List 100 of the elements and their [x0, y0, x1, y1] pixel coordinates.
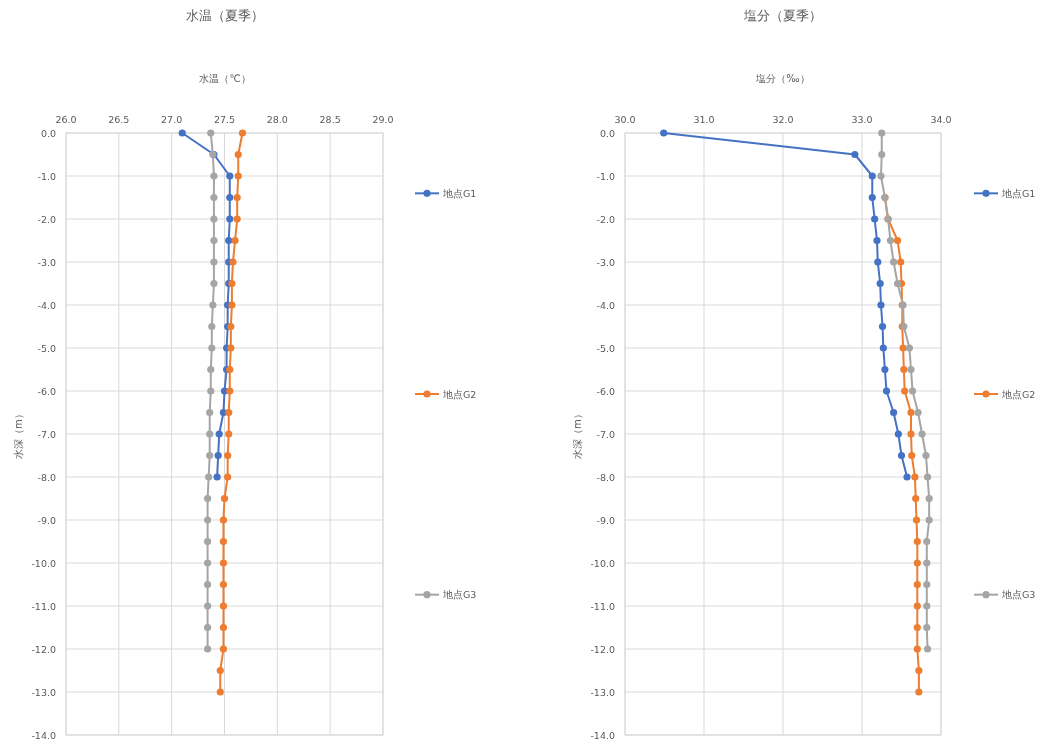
point: [210, 172, 218, 180]
point: [178, 129, 186, 137]
point: [220, 494, 229, 503]
point: [890, 258, 898, 266]
point: [912, 516, 921, 524]
x-tick-label: 32.0: [772, 114, 794, 125]
point: [229, 258, 237, 266]
point: [871, 215, 879, 223]
point: [878, 322, 887, 331]
point: [851, 150, 859, 159]
point: [897, 451, 906, 460]
x-tick-label: 33.0: [851, 114, 873, 125]
x-tick-label: 28.0: [266, 114, 288, 125]
point: [228, 301, 236, 309]
legend-label: 地点G3: [442, 589, 477, 601]
y-tick-label: -4.0: [596, 299, 615, 311]
point: [882, 387, 891, 395]
point: [899, 344, 907, 352]
point: [207, 129, 215, 137]
point: [210, 258, 218, 266]
point: [219, 537, 228, 546]
y-tick-label: -13.0: [590, 686, 615, 698]
point: [206, 408, 214, 417]
legend-label: 地点G1: [1001, 187, 1036, 199]
point: [210, 215, 218, 223]
y-tick-label: -6.0: [37, 385, 56, 397]
point: [219, 580, 228, 589]
point: [210, 193, 218, 202]
point: [206, 430, 214, 438]
point: [923, 623, 931, 632]
point: [876, 279, 884, 288]
y-tick-label: -7.0: [596, 428, 615, 440]
y-tick-label: -2.0: [596, 213, 615, 225]
point: [913, 602, 921, 610]
point: [913, 559, 921, 567]
chart-title: 水温（夏季）: [186, 8, 264, 23]
point: [226, 172, 234, 180]
point: [226, 193, 234, 202]
point: [907, 430, 915, 438]
point: [923, 645, 932, 653]
point: [219, 516, 228, 524]
x-tick-label: 34.0: [930, 114, 952, 125]
y-tick-label: -8.0: [596, 471, 615, 483]
point: [907, 408, 915, 417]
y-tick-label: -3.0: [596, 256, 615, 268]
point: [210, 279, 218, 288]
point: [234, 172, 242, 180]
point: [912, 494, 920, 503]
point: [203, 494, 212, 503]
legend-label: 地点G2: [442, 388, 477, 400]
x-tick-label: 26.0: [55, 114, 77, 125]
point: [203, 559, 212, 567]
point: [913, 537, 921, 546]
point: [923, 473, 932, 481]
legend-label: 地点G1: [442, 187, 477, 199]
point: [209, 301, 217, 309]
point: [878, 150, 886, 159]
point: [233, 193, 241, 202]
x-tick-label: 30.0: [614, 114, 636, 125]
point: [219, 602, 228, 610]
y-tick-label: -12.0: [31, 643, 56, 655]
point: [908, 387, 917, 395]
point: [915, 688, 923, 696]
x-tick-label: 31.0: [693, 114, 715, 125]
x-tick-label: 26.5: [108, 114, 130, 125]
point: [911, 473, 919, 481]
point: [219, 623, 228, 632]
point: [905, 344, 913, 352]
point: [886, 236, 895, 245]
point: [224, 451, 232, 460]
point: [216, 688, 224, 696]
point: [225, 430, 233, 438]
point: [915, 666, 923, 675]
point: [900, 365, 908, 374]
point: [890, 408, 898, 417]
point: [207, 365, 215, 374]
y-tick-label: -1.0: [37, 170, 56, 182]
point: [868, 193, 876, 202]
point: [213, 473, 221, 481]
y-tick-label: -5.0: [37, 342, 56, 354]
point: [913, 623, 921, 632]
x-axis-title: 水温（℃）: [199, 73, 251, 84]
point: [923, 559, 931, 567]
point: [877, 301, 885, 309]
point: [226, 387, 234, 395]
point: [206, 451, 214, 460]
point: [922, 451, 930, 460]
y-axis-title: 水深（m）: [13, 409, 24, 459]
point: [219, 645, 228, 653]
point: [908, 451, 916, 460]
y-tick-label: -14.0: [31, 729, 56, 741]
point: [203, 537, 212, 546]
legend-label: 地点G3: [1001, 589, 1036, 601]
chart-title: 塩分（夏季）: [743, 8, 822, 23]
point: [868, 172, 876, 180]
point: [238, 129, 247, 137]
point: [219, 559, 228, 567]
y-tick-label: -7.0: [37, 428, 56, 440]
point: [226, 215, 234, 223]
point: [225, 236, 233, 245]
